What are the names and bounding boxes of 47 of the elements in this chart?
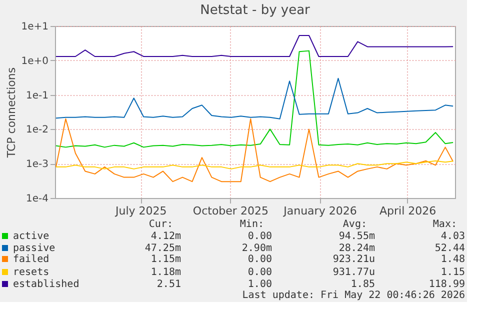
- text: 4.12m: [150, 231, 181, 242]
- line-series: [55, 78, 454, 120]
- line-series: [55, 118, 454, 182]
- x-tick-label: April 2026: [379, 204, 436, 218]
- legend-label: established: [13, 279, 80, 290]
- y-axis-title: TCP connections: [5, 67, 18, 159]
- line-series: [55, 50, 454, 148]
- text: 28.24m: [338, 243, 375, 254]
- text: 118.99: [428, 279, 465, 290]
- y-tick-label: 1e-1: [26, 90, 48, 102]
- text: 4.03: [440, 231, 465, 242]
- text: 923.21u: [332, 254, 375, 265]
- y-tick-label: 1e-3: [26, 159, 48, 170]
- legend-label: passive: [13, 243, 56, 254]
- chart-title: Netstat - by year: [200, 3, 311, 18]
- line-series: [55, 34, 454, 57]
- text: 1.15: [440, 267, 465, 278]
- text: 0.00: [248, 267, 272, 278]
- text: 1.18m: [150, 267, 181, 278]
- x-tick-label: January 2026: [282, 204, 357, 218]
- legend-label: resets: [13, 267, 50, 278]
- x-tick-label: October 2025: [192, 204, 268, 218]
- text: 1.85: [350, 279, 375, 290]
- text: 0.00: [248, 231, 272, 242]
- y-tick-label: 1e+0: [21, 56, 48, 67]
- text: 931.77u: [332, 267, 375, 278]
- text: Min:: [240, 219, 264, 230]
- text: Max:: [432, 219, 457, 230]
- text: Cur:: [148, 219, 173, 230]
- line-series: [55, 160, 454, 170]
- text: Last update: Fri May 22 00:46:26 2026: [242, 290, 465, 301]
- text: 47.25m: [144, 243, 181, 254]
- legend-label: active: [13, 231, 50, 242]
- text: 2.90m: [242, 243, 272, 254]
- text: 0.00: [248, 254, 272, 265]
- x-tick-label: July 2025: [114, 204, 167, 218]
- text: 94.55m: [338, 231, 375, 242]
- text: 52.44: [434, 243, 465, 254]
- text: Avg:: [342, 219, 367, 230]
- text: 1.00: [248, 279, 272, 290]
- text: 2.51: [156, 279, 181, 290]
- text: 1.15m: [150, 254, 181, 265]
- y-tick-label: 1e-4: [26, 194, 48, 204]
- y-tick-label: 1e-2: [26, 124, 48, 136]
- text: 1.48: [440, 254, 465, 265]
- y-tick-label: 1e+1: [21, 22, 48, 32]
- legend-label: failed: [13, 254, 50, 265]
